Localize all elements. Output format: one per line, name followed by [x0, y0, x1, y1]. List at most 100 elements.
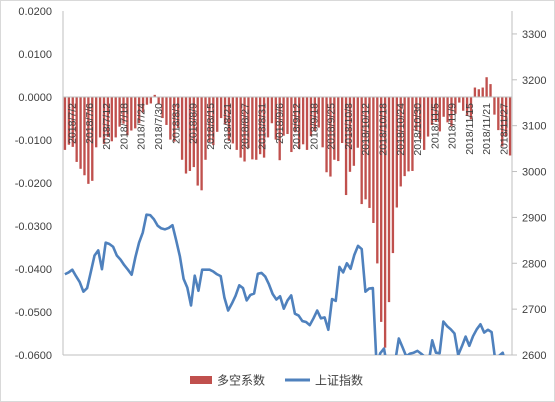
bar: [360, 97, 363, 205]
bar: [368, 97, 371, 208]
bar: [243, 97, 246, 162]
x-axis-date-label: 2018/10/18: [377, 103, 389, 156]
bar: [364, 97, 367, 200]
left-axis-tick-label: -0.0300: [15, 221, 52, 233]
bar: [145, 97, 149, 105]
right-axis-tick-label: 2600: [522, 350, 546, 362]
right-axis-labels: 3300 3200 3100 3000 2900 2800 2700 2600: [522, 29, 546, 362]
x-axis-date-label: 2018/7/6: [84, 103, 96, 144]
bar: [426, 97, 430, 137]
bar: [177, 97, 180, 128]
bar: [481, 87, 484, 97]
left-axis-tick-label: -0.0200: [15, 178, 52, 190]
bar: [298, 97, 301, 150]
right-axis-tick-label: 2900: [522, 212, 546, 224]
right-axis-tick-label: 3100: [522, 121, 546, 133]
bar: [356, 97, 359, 148]
bar: [63, 97, 67, 150]
bar: [501, 97, 504, 147]
bar: [329, 97, 332, 177]
bar: [247, 97, 250, 149]
bar: [294, 97, 297, 133]
bar: [141, 97, 145, 113]
bar: [430, 97, 434, 125]
bar: [251, 97, 254, 160]
left-axis-tick-label: 0.0000: [18, 92, 52, 104]
left-axis-tick-label: -0.0500: [15, 307, 52, 319]
bar: [259, 97, 262, 155]
bar: [262, 97, 266, 158]
right-axis-tick-marks: [512, 33, 517, 356]
bar: [419, 97, 422, 140]
bar: [212, 97, 215, 146]
left-axis-tick-label: -0.0600: [15, 350, 52, 362]
bar: [450, 97, 453, 127]
bar: [395, 97, 398, 208]
bar: [239, 97, 242, 158]
bar: [235, 97, 238, 150]
bar: [266, 97, 270, 138]
right-axis-tick-label: 2800: [522, 258, 546, 270]
x-axis-date-label: 2018/11/21: [481, 103, 493, 155]
x-axis-date-label: 2018/10/8: [343, 103, 355, 150]
x-axis-date-label: 2018/9/12: [291, 103, 303, 150]
x-axis-date-label: 2018/7/24: [136, 103, 148, 150]
bar: [446, 97, 449, 123]
x-axis-date-label: 2018/10/24: [395, 103, 407, 156]
bar: [508, 97, 512, 156]
bar: [442, 97, 445, 117]
bar: [192, 97, 195, 168]
legend-label-line: 上证指数: [315, 373, 363, 388]
bar: [333, 97, 336, 160]
x-axis-date-labels: 2018/7/2 2018/7/6 2018/7/12 2018/7/18 2018/7…: [67, 103, 511, 156]
left-axis-tick-label: 0.0100: [18, 49, 52, 61]
bar: [469, 97, 473, 120]
bar: [403, 97, 406, 177]
x-axis-date-label: 2018/11/5: [429, 103, 441, 149]
bar: [227, 97, 231, 141]
bar: [325, 97, 328, 173]
bar: [173, 97, 176, 142]
left-axis-tick-label: -0.0100: [15, 135, 52, 147]
bar: [216, 97, 219, 132]
x-axis-date-label: 2018/7/12: [101, 103, 113, 150]
left-axis-tick-label: -0.0400: [15, 264, 52, 276]
bar: [340, 97, 344, 144]
bar: [422, 97, 426, 150]
bar: [180, 97, 184, 160]
bar: [313, 97, 316, 131]
bar: [391, 97, 395, 254]
bar: [200, 97, 203, 191]
bar: [71, 97, 74, 147]
bar: [387, 97, 391, 303]
bar: [75, 97, 78, 162]
x-axis-date-label: 2018/7/18: [118, 103, 130, 150]
x-axis-date-label: 2018/11/9: [447, 103, 459, 149]
bar: [462, 97, 465, 111]
bar: [110, 97, 113, 142]
x-axis-date-label: 2018/8/27: [239, 103, 251, 150]
bar: [290, 97, 293, 153]
bar: [79, 97, 82, 169]
bar: [196, 97, 199, 186]
bar: [376, 97, 379, 264]
bar: [473, 87, 477, 97]
bar: [83, 97, 86, 176]
x-axis-date-label: 2018/8/21: [222, 103, 234, 150]
legend-label-bar: 多空系数: [217, 373, 265, 388]
x-axis-date-label: 2018/8/15: [205, 103, 217, 150]
bar: [134, 97, 137, 129]
bar: [415, 97, 418, 131]
right-axis-tick-label: 3300: [522, 29, 546, 41]
bar: [87, 97, 90, 184]
bar: [149, 97, 153, 104]
index-line: [64, 213, 505, 355]
right-axis-tick-label: 2700: [522, 304, 546, 316]
bar: [130, 97, 133, 131]
bar: [98, 97, 102, 138]
bar: [489, 84, 492, 97]
bar: [184, 97, 188, 174]
bar: [477, 89, 480, 97]
